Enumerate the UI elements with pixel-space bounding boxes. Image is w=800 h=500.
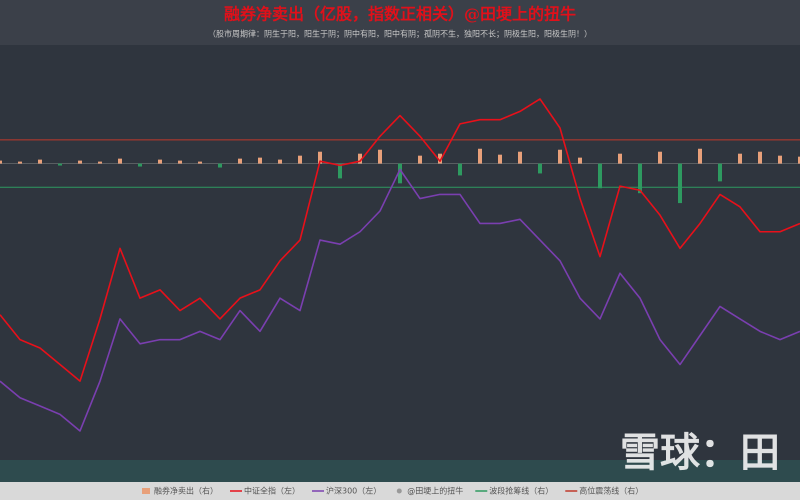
bar [158, 159, 162, 164]
bar [718, 163, 722, 182]
footer-band [0, 460, 800, 482]
legend-label: 波段抢筹线（右） [489, 486, 553, 496]
bar [0, 160, 2, 164]
bar [518, 151, 522, 164]
bar [38, 159, 42, 164]
bar [778, 155, 782, 164]
bar [558, 149, 562, 164]
bar [258, 157, 262, 164]
legend-label: @田埂上的扭牛 [407, 486, 463, 496]
bar [138, 163, 142, 167]
bar [798, 156, 800, 164]
bar [298, 155, 302, 164]
bar [658, 151, 662, 164]
bar [398, 163, 402, 184]
bar [418, 155, 422, 164]
bar [238, 158, 242, 164]
bar [758, 151, 762, 164]
line [0, 168, 800, 432]
bar [638, 163, 642, 194]
header-band [0, 0, 800, 45]
bar [698, 148, 702, 164]
bar [338, 163, 342, 179]
bar [98, 161, 102, 164]
bar [18, 161, 22, 164]
legend-label: 高位震荡线（右） [579, 486, 643, 496]
chart-subtitle: （股市周期律：阴生于阳，阳生于阴；阴中有阳，阳中有阴；孤阴不生，独阳不长；阴极生… [208, 29, 592, 39]
watermark: 雪球：田 [620, 430, 780, 476]
plot-area [0, 45, 800, 460]
bar [78, 160, 82, 164]
bar [498, 154, 502, 164]
bar [318, 151, 322, 164]
bar [678, 163, 682, 204]
bar [578, 157, 582, 164]
bar [218, 163, 222, 168]
legend-label: 融券净卖出（右） [154, 486, 218, 496]
bar [438, 153, 442, 164]
line [0, 98, 800, 382]
bar [618, 153, 622, 164]
legend-swatch [396, 488, 402, 494]
bar [198, 161, 202, 164]
legend-swatch [142, 488, 150, 494]
bar [58, 163, 62, 166]
bar [278, 159, 282, 164]
bar [538, 163, 542, 174]
bar [118, 158, 122, 164]
bar [458, 163, 462, 176]
legend-label: 沪深300（左） [326, 486, 381, 496]
bar [358, 153, 362, 164]
bar [378, 149, 382, 164]
legend-label: 中证全指（左） [244, 486, 300, 496]
bar [598, 163, 602, 189]
bar [178, 160, 182, 164]
chart-title: 融券净卖出（亿股，指数正相关）@田埂上的扭牛 [224, 5, 576, 24]
bar [478, 148, 482, 164]
bar [738, 153, 742, 164]
